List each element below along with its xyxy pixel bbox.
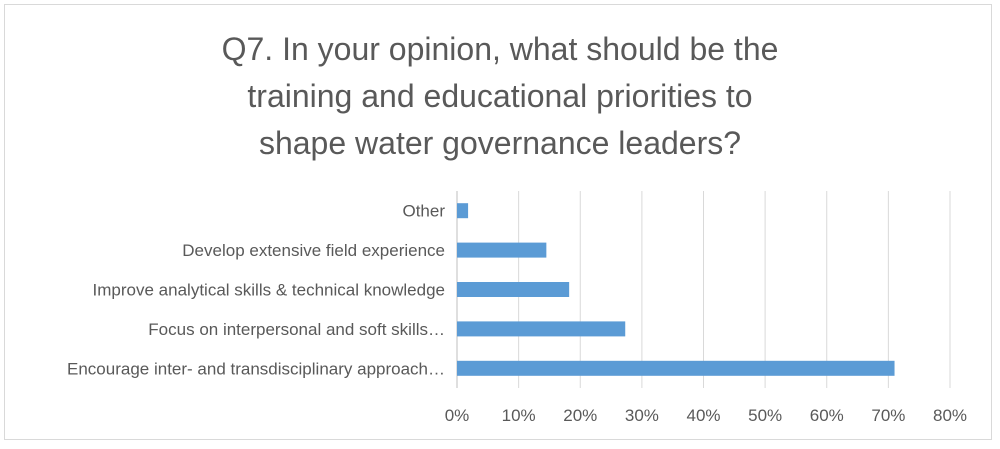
x-tick-label: 0% [445,406,470,425]
x-tick-label: 50% [748,406,782,425]
bars [457,203,895,376]
bar [457,282,570,297]
bar [457,203,469,219]
category-label: Improve analytical skills & technical kn… [93,281,445,300]
category-label: Encourage inter- and transdisciplinary a… [67,359,445,378]
x-tick-label: 30% [625,406,659,425]
x-tick-label: 80% [933,406,967,425]
x-tick-label: 70% [871,406,905,425]
bar [457,321,626,337]
x-tick-label: 10% [502,406,536,425]
chart-title: Q7. In your opinion, what should be the … [221,31,779,161]
x-tick-label: 60% [810,406,844,425]
category-labels: Encourage inter- and transdisciplinary a… [67,202,445,379]
bar [457,242,547,258]
category-label: Develop extensive field experience [182,241,445,260]
tick-labels: 0% 10% 20% 30% 40% 50% 60% 70% 80% [445,406,967,425]
category-label: Other [402,202,445,221]
bar [457,360,895,376]
x-tick-label: 40% [686,406,720,425]
category-label: Focus on interpersonal and soft skills… [148,320,445,339]
x-tick-label: 20% [563,406,597,425]
